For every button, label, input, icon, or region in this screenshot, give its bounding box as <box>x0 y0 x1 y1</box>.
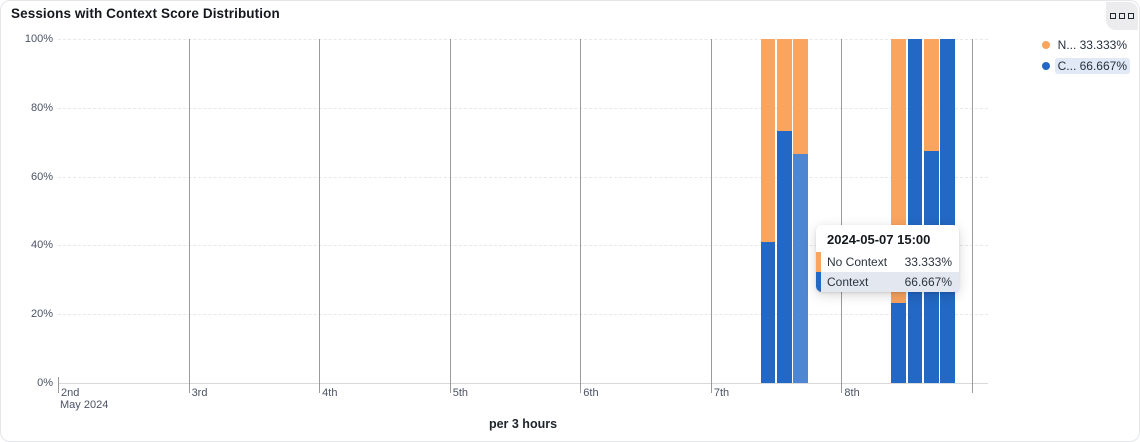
legend-dot-icon <box>1041 41 1050 49</box>
x-axis-tick <box>841 377 843 393</box>
y-axis-label: 0% <box>37 377 53 389</box>
x-axis-tick <box>319 377 321 393</box>
x-axis-title: per 3 hours <box>488 417 558 431</box>
bar-segment-no-context[interactable] <box>776 39 792 131</box>
x-gridline <box>319 39 321 383</box>
x-axis-label: 3rd <box>191 387 208 399</box>
y-axis-label: 80% <box>30 102 53 114</box>
series-color-strip <box>816 252 821 272</box>
x-axis-tick <box>972 377 973 393</box>
bar-segment-no-context[interactable] <box>760 39 776 242</box>
x-axis-tick <box>58 377 59 393</box>
x-gridline <box>188 39 190 383</box>
three-squares-icon <box>1110 13 1116 19</box>
y-axis-label: 40% <box>30 239 53 251</box>
three-squares-icon <box>1119 13 1125 19</box>
tooltip-series-value: 66.667% <box>904 275 952 289</box>
y-axis-label: 20% <box>30 308 53 320</box>
bar-segment-context[interactable] <box>793 153 808 383</box>
tooltip-row-no-context: No Context 33.333% <box>816 252 959 272</box>
x-axis-tick <box>710 377 712 393</box>
legend: N... 33.333% C... 66.667% <box>1041 38 1130 80</box>
x-axis-label: 8th <box>844 387 860 399</box>
y-gridline <box>58 176 988 178</box>
tooltip-series-value: 33.333% <box>904 255 952 269</box>
x-axis-line <box>58 383 988 384</box>
tooltip-series-label: Context <box>827 275 869 289</box>
x-gridline <box>580 39 582 383</box>
legend-item-context[interactable]: C... 66.667% <box>1041 58 1130 74</box>
y-gridline <box>58 39 988 40</box>
x-gridline <box>972 39 973 383</box>
x-axis-label: 4th <box>322 387 338 399</box>
series-color-strip <box>816 272 821 292</box>
tooltip-row-context: Context 66.667% <box>816 272 959 292</box>
bar-segment-context[interactable] <box>776 130 792 383</box>
bar-segment-no-context[interactable] <box>793 39 808 154</box>
x-gridline <box>449 39 451 383</box>
y-gridline <box>58 314 988 316</box>
x-gridline <box>841 39 843 383</box>
panel-menu-button[interactable] <box>1106 2 1138 30</box>
x-axis-label: 7th <box>713 387 730 399</box>
bar-segment-context[interactable] <box>907 39 923 383</box>
bar-segment-context[interactable] <box>760 241 776 383</box>
legend-dot-icon <box>1041 62 1050 70</box>
x-axis-month-label: May 2024 <box>60 399 109 411</box>
tooltip-title: 2024-05-07 15:00 <box>827 232 931 247</box>
y-axis-label: 100% <box>24 33 53 45</box>
y-gridline <box>58 107 988 109</box>
x-gridline <box>710 39 712 383</box>
legend-item-no-context[interactable]: N... 33.333% <box>1041 38 1127 52</box>
x-axis-tick <box>188 377 190 393</box>
tooltip-series-label: No Context <box>827 255 888 269</box>
bar-segment-context[interactable] <box>940 39 955 383</box>
x-axis-tick <box>449 377 451 393</box>
panel-title: Sessions with Context Score Distribution <box>11 6 280 21</box>
legend-label: N... 33.333% <box>1057 38 1127 52</box>
x-axis-tick <box>580 377 582 393</box>
chart-tooltip: 2024-05-07 15:00 No Context 33.333% Cont… <box>816 225 959 292</box>
x-axis-label: 6th <box>583 387 599 399</box>
y-axis-label: 60% <box>30 171 53 183</box>
x-axis-label: 2nd <box>61 387 80 399</box>
x-axis-label: 5th <box>452 387 468 399</box>
bar-segment-no-context[interactable] <box>923 39 939 151</box>
three-squares-icon <box>1128 13 1134 19</box>
bar-segment-context[interactable] <box>891 302 906 383</box>
legend-label: C... 66.667% <box>1054 58 1130 74</box>
y-gridline <box>58 245 988 247</box>
